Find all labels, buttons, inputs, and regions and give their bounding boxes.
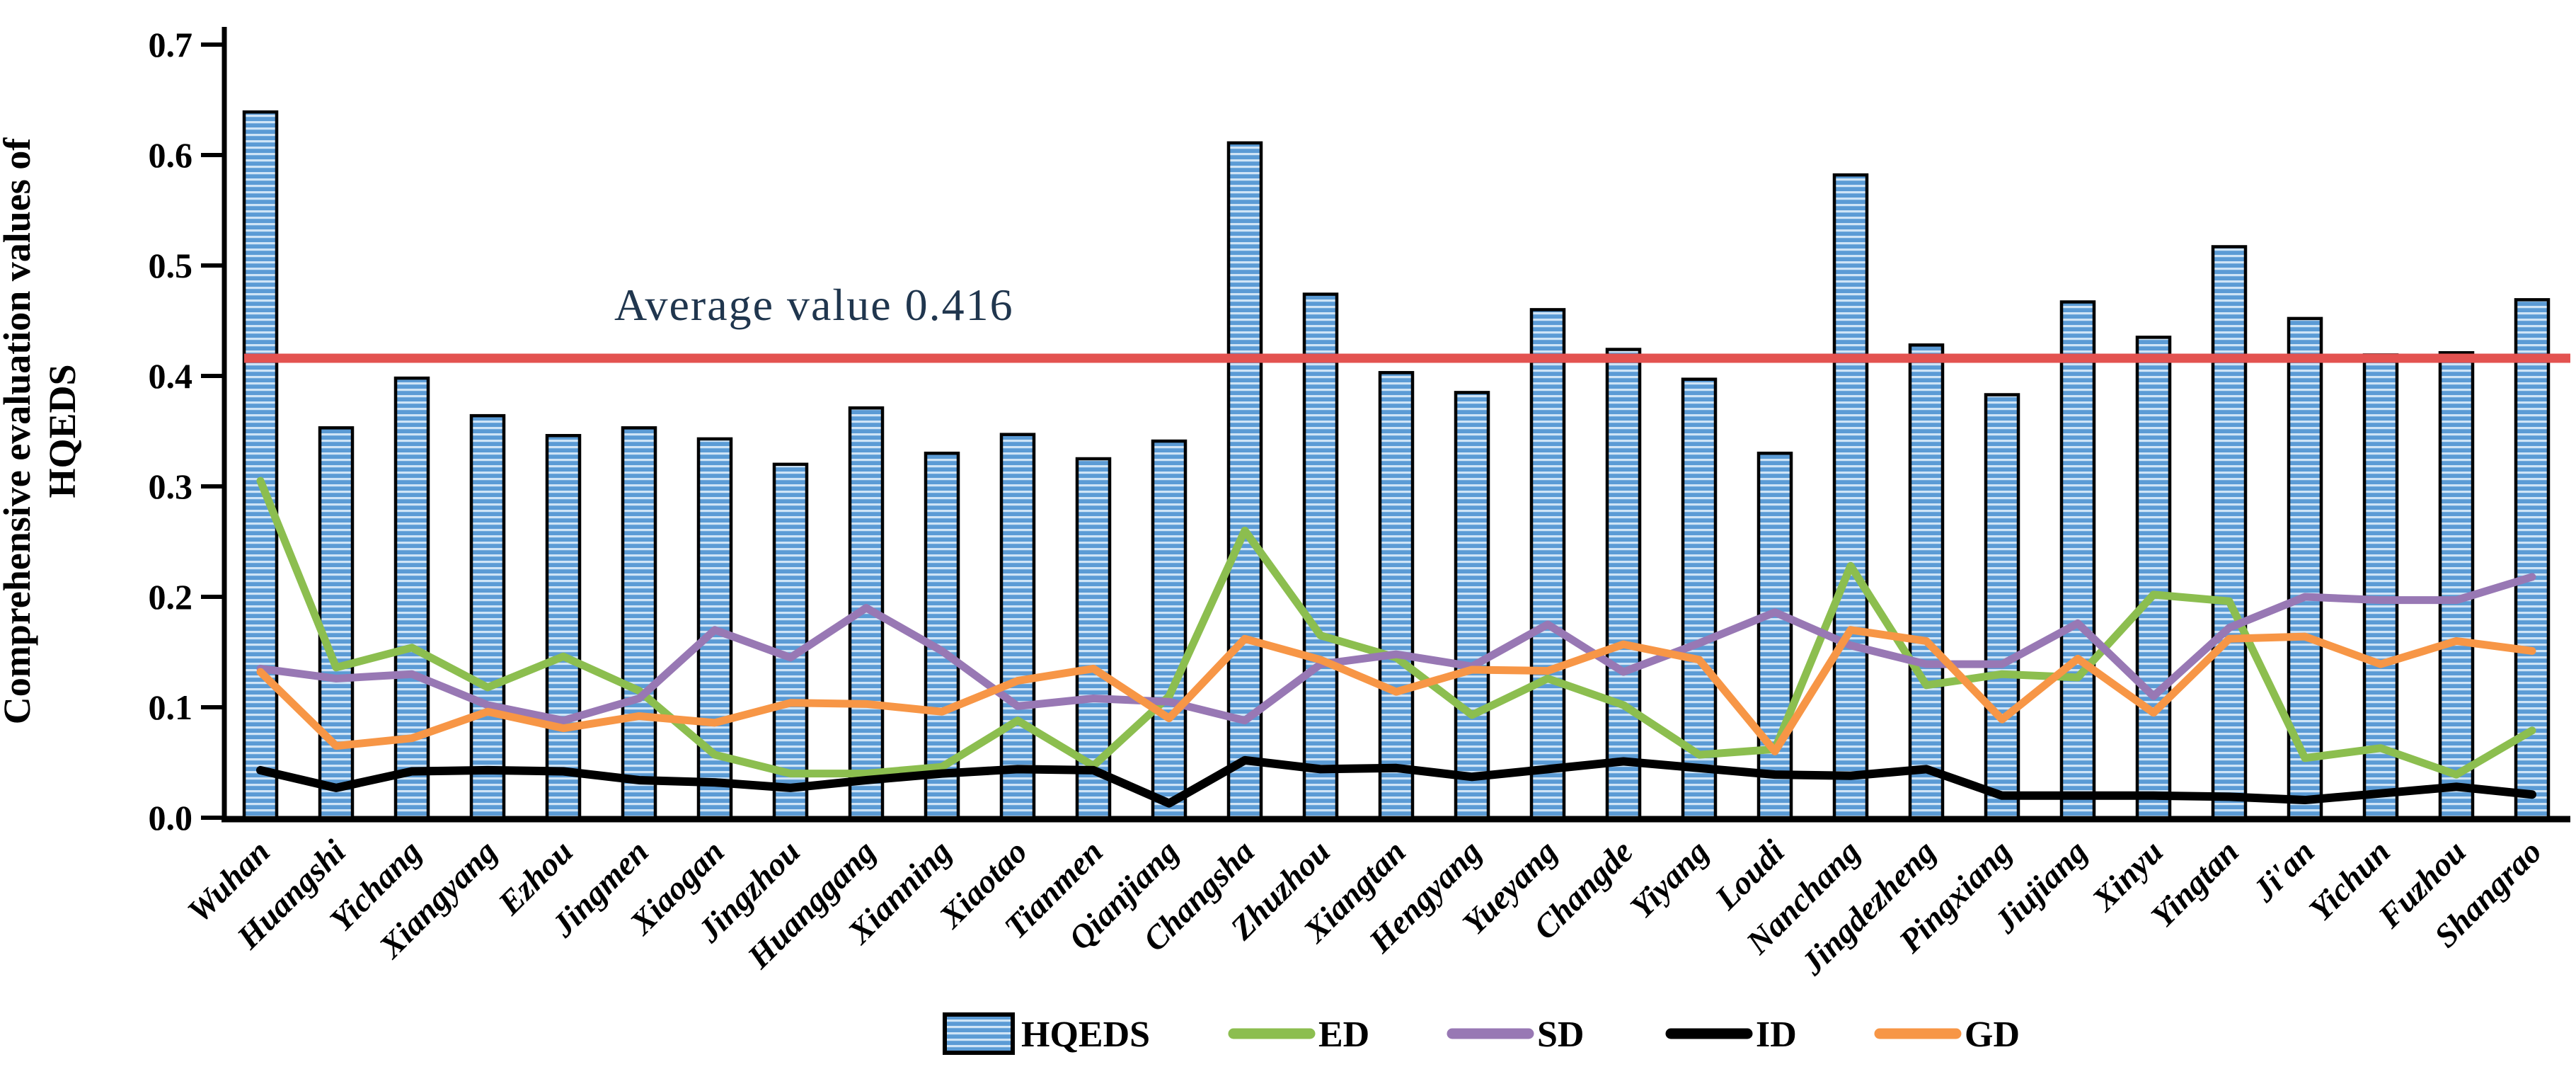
y-tick-label: 0.2 [149, 577, 193, 617]
bar-Jingzhou [772, 462, 809, 820]
bar-Xiangtan [1378, 371, 1415, 820]
bar-Nanchang [1832, 173, 1869, 820]
bar-Xiangyang [469, 413, 506, 820]
sd-line [256, 573, 2536, 725]
bar-Jingmen [621, 426, 657, 820]
x-axis-labels: WuhanHuangshiYichangXiangyangEzhouJingme… [180, 833, 2549, 983]
bar-Jingdezheng [1908, 343, 1945, 820]
bar-Yueyang [1529, 308, 1566, 820]
y-tick-label: 0.4 [149, 356, 193, 396]
legend-item-GD: GD [1874, 1015, 2020, 1055]
legend-label: SD [1537, 1015, 1584, 1055]
legend-item-SD: SD [1447, 1015, 1584, 1055]
id-line [256, 755, 2536, 808]
x-label-Yiyang: Yiyang [1623, 833, 1716, 926]
bar-Fuzhou [2438, 350, 2475, 820]
legend-swatch-bar [943, 1012, 1015, 1055]
bar-Xinyu [2135, 336, 2172, 820]
line-series [256, 476, 2536, 808]
y-axis-title-line1: Comprehensive evaluation values of [0, 137, 38, 725]
legend-label: ID [1756, 1015, 1797, 1055]
legend-label: GD [1965, 1015, 2020, 1055]
y-axis-title-line2: HQEDS [41, 364, 84, 498]
bar-Changsha [1226, 141, 1263, 820]
bar-Loudi [1756, 451, 1793, 820]
bar-Hengyang [1454, 391, 1490, 820]
legend-item-ID: ID [1665, 1015, 1797, 1055]
bar-Wuhan [242, 110, 279, 820]
bar-Zhuzhou [1302, 292, 1339, 820]
bar-Jiujiang [2059, 300, 2096, 820]
gd-line [256, 626, 2536, 755]
y-tick-label: 0.5 [149, 246, 193, 285]
bar-Xiaotao [999, 433, 1036, 820]
average-value-annotation: Average value 0.416 [614, 280, 1014, 330]
y-tick-label: 0.3 [149, 467, 193, 506]
bar-Ezhou [545, 433, 582, 820]
bar-Yichun [2362, 353, 2399, 820]
axes: 0.0 0.1 0.2 0.3 0.4 0.5 0.6 0.7 [149, 25, 2570, 838]
bar-Huangshi [318, 426, 355, 820]
legend-label: HQEDS [1021, 1015, 1150, 1055]
bar-Xianning [924, 451, 960, 820]
bar-Ji'an [2287, 316, 2323, 820]
legend-item-HQEDS: HQEDS [943, 1012, 1150, 1055]
bar-Pingxiang [1984, 393, 2020, 820]
y-tick-label: 0.1 [149, 687, 193, 727]
bar-Qianjiang [1151, 439, 1188, 820]
legend-item-ED: ED [1228, 1015, 1369, 1055]
bar-Yichang [393, 376, 430, 820]
y-tick-label: 0.7 [149, 25, 193, 64]
y-tick-label: 0.6 [149, 135, 193, 175]
bar-Changde [1605, 348, 1642, 820]
bar-Yingtan [2211, 245, 2248, 820]
legend-label: ED [1318, 1015, 1369, 1055]
y-tick-label: 0.0 [149, 798, 193, 838]
hqeds-bars [242, 110, 2551, 820]
legend: HQEDS ED SD ID GD [943, 1012, 2020, 1055]
